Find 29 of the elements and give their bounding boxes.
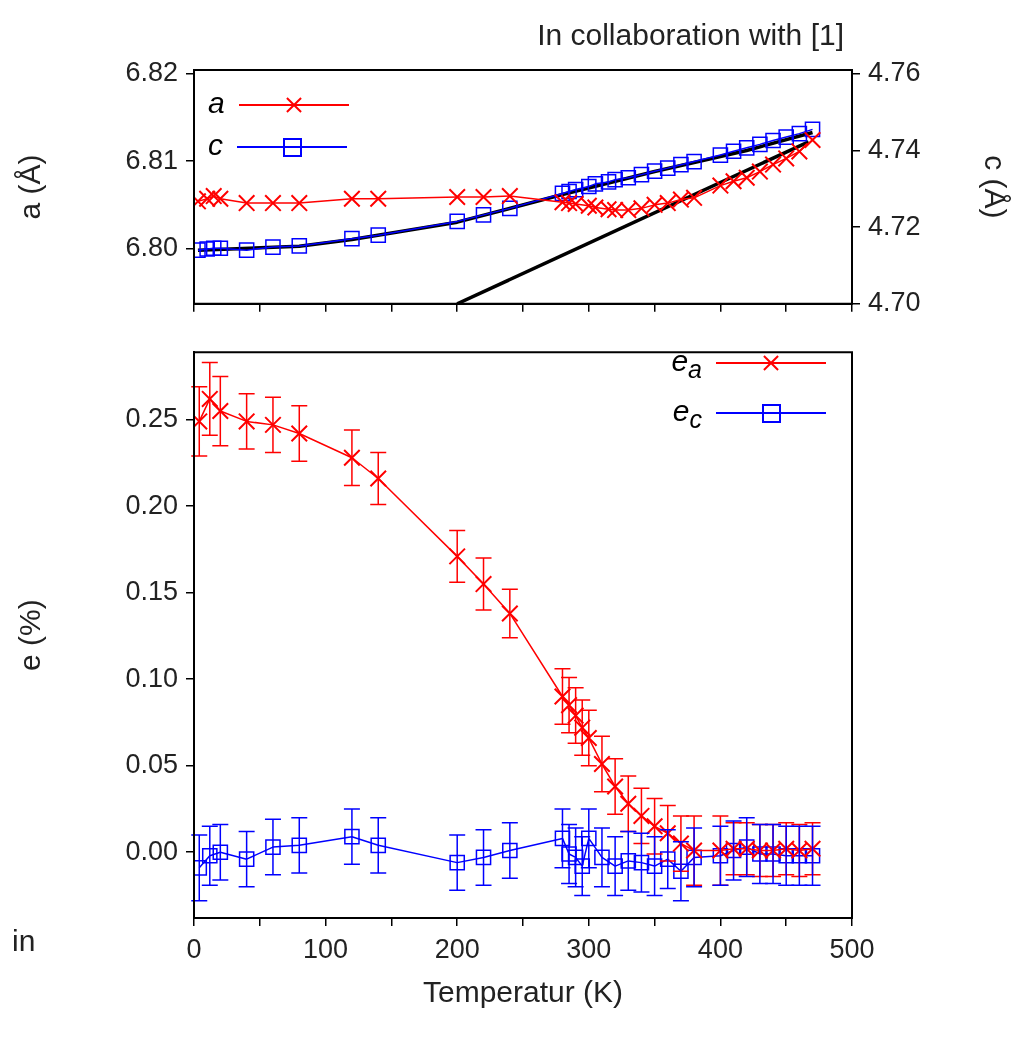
x-tick-label: 100 (303, 933, 349, 964)
y-tick-label: 0.05 (125, 749, 178, 780)
legend-label: c (208, 128, 223, 161)
y-tick-label: 0.15 (125, 576, 178, 607)
text: In collaboration with [1] (537, 18, 844, 52)
y-tick-label: 0.25 (125, 403, 178, 434)
x-tick-label: 500 (829, 933, 875, 964)
text: in (12, 924, 36, 958)
y2-tick-label: 4.72 (868, 210, 921, 241)
x-tick-label: 300 (566, 933, 612, 964)
x-tick-label: 200 (434, 933, 480, 964)
y-tick-label: 6.82 (125, 56, 178, 87)
y2-tick-label: 4.70 (868, 287, 921, 318)
y-tick-label: 0.10 (125, 662, 178, 693)
legend-label: e$_{a}$ (671, 344, 702, 383)
y2-tick-label: 4.76 (868, 57, 921, 88)
y-tick-label: 0.00 (125, 835, 178, 866)
x-axis-title: Temperatur (K) (422, 975, 624, 1009)
y-axis-title: a (Å) (13, 154, 47, 220)
x-tick-label: 0 (186, 933, 202, 964)
legend-label: e$_{c}$ (672, 394, 702, 433)
y2-tick-label: 4.74 (868, 133, 921, 164)
x-tick-label: 400 (697, 933, 743, 964)
y-tick-label: 6.81 (125, 144, 178, 175)
y-tick-label: 0.20 (125, 489, 178, 520)
y2-axis-title: c (Å) (978, 155, 1012, 219)
y-tick-label: 6.80 (125, 232, 178, 263)
y-axis-title: e (%) (13, 599, 47, 671)
legend-label: a (208, 86, 225, 119)
